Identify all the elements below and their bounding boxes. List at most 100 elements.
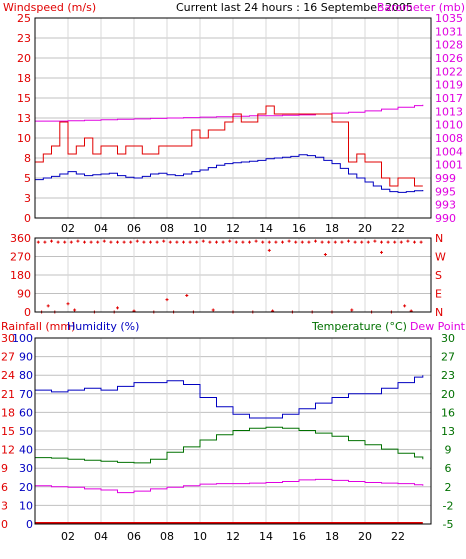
direction-point bbox=[102, 239, 106, 243]
temperature-series-line bbox=[35, 426, 424, 464]
direction-point bbox=[399, 240, 403, 244]
compass-tick-label: N bbox=[435, 306, 443, 319]
temperature-tick-label: -2 bbox=[443, 499, 454, 512]
humidity-tick-label: 80 bbox=[19, 369, 33, 382]
wind-gust-series-line bbox=[35, 105, 423, 187]
humidity-tick-label: 100 bbox=[12, 332, 33, 345]
direction-degree-tick-label: 0 bbox=[24, 306, 31, 319]
barometer-tick-label: 1010 bbox=[435, 119, 463, 132]
direction-point bbox=[66, 302, 70, 306]
barometer-tick-label: 1019 bbox=[435, 79, 463, 92]
barometer-tick-label: 1035 bbox=[435, 12, 463, 25]
direction-point bbox=[281, 240, 284, 244]
barometer-tick-label: 1013 bbox=[435, 105, 463, 118]
humidity-tick-label: 10 bbox=[19, 499, 33, 512]
windspeed-tick-label: 8 bbox=[24, 152, 31, 165]
wind-panel-border bbox=[34, 17, 432, 219]
direction-point bbox=[380, 240, 383, 244]
direction-point bbox=[69, 240, 73, 244]
direction-point bbox=[36, 240, 40, 244]
direction-point bbox=[360, 240, 364, 244]
rainfall-tick-label: 18 bbox=[1, 406, 15, 419]
direction-point bbox=[129, 240, 133, 244]
direction-point bbox=[46, 304, 50, 308]
temperature-tick-label: 16 bbox=[441, 406, 455, 419]
barometer-tick-label: 1026 bbox=[435, 52, 463, 65]
temperature-tick-label: 30 bbox=[441, 332, 455, 345]
direction-point bbox=[185, 294, 189, 298]
compass-tick-label: E bbox=[435, 288, 442, 301]
temperature-tick-label: 23 bbox=[441, 369, 455, 382]
windspeed-tick-label: 13 bbox=[17, 112, 31, 125]
direction-point bbox=[274, 240, 278, 244]
direction-point bbox=[320, 240, 324, 244]
direction-degree-tick-label: 90 bbox=[17, 288, 31, 301]
direction-point bbox=[350, 308, 354, 312]
barometer-tick-label: 995 bbox=[435, 185, 456, 198]
direction-point bbox=[50, 239, 53, 243]
direction-point bbox=[248, 240, 251, 244]
direction-point bbox=[142, 240, 146, 244]
hour-ticks: 02 04 06 08 10 12 14 16 18 20 22 bbox=[61, 222, 405, 235]
hour-tick-label: 16 bbox=[292, 530, 306, 543]
rainfall-tick-label: 6 bbox=[1, 481, 8, 494]
direction-point bbox=[380, 250, 383, 254]
direction-point bbox=[168, 240, 172, 244]
temperature-humidity-panel: 0 3 6 9 12 15 18 21 24 27 30 0 10 20 30 40 50 60 70 80 90 10… bbox=[1, 332, 455, 543]
humidity-tick-label: 70 bbox=[19, 388, 33, 401]
rainfall-tick-label: 12 bbox=[1, 444, 15, 457]
temperature-axis-title: Temperature (°C) bbox=[311, 320, 407, 333]
temperature-humidity-lines bbox=[35, 375, 424, 524]
direction-point bbox=[109, 240, 113, 244]
direction-point bbox=[175, 240, 179, 244]
humidity-tick-label: 0 bbox=[26, 518, 33, 531]
temperature-tick-label: 9 bbox=[445, 444, 452, 457]
direction-degree-tick-label: 180 bbox=[10, 269, 31, 282]
dewpoint-series-line bbox=[35, 478, 424, 494]
hour-tick-label: 22 bbox=[391, 222, 405, 235]
windspeed-tick-label: 20 bbox=[17, 52, 31, 65]
direction-point bbox=[333, 240, 337, 244]
temperature-tick-label: 27 bbox=[441, 351, 455, 364]
hour-tick-label: 10 bbox=[193, 530, 207, 543]
hour-tick-label: 16 bbox=[292, 222, 306, 235]
barometer-tick-label: 993 bbox=[435, 199, 456, 212]
barometer-tick-label: 999 bbox=[435, 172, 456, 185]
direction-point bbox=[83, 240, 86, 244]
hour-tick-label: 08 bbox=[160, 530, 174, 543]
direction-point bbox=[56, 240, 60, 244]
direction-point bbox=[228, 239, 232, 243]
direction-point bbox=[162, 239, 166, 243]
direction-point bbox=[201, 239, 205, 243]
direction-point bbox=[366, 240, 370, 244]
humidity-tick-label: 60 bbox=[19, 406, 33, 419]
windspeed-tick-label: 15 bbox=[17, 92, 31, 105]
direction-point bbox=[340, 240, 344, 244]
wind-pressure-lines bbox=[35, 104, 424, 193]
compass-tick-label: N bbox=[435, 232, 443, 245]
hour-tick-label: 20 bbox=[358, 222, 372, 235]
temperature-tick-label: 13 bbox=[441, 425, 455, 438]
direction-point bbox=[234, 240, 238, 244]
direction-point bbox=[76, 239, 80, 243]
rainfall-tick-label: 30 bbox=[1, 332, 15, 345]
compass-tick-label: W bbox=[435, 251, 446, 264]
direction-point bbox=[314, 239, 317, 243]
direction-point bbox=[373, 239, 377, 243]
direction-point bbox=[43, 240, 47, 244]
windspeed-tick-label: 5 bbox=[24, 172, 31, 185]
chart-title: Current last 24 hours : 16 September 200… bbox=[176, 1, 413, 14]
hour-ticks-bottom: 02 04 06 08 10 12 14 16 18 20 22 bbox=[61, 530, 405, 543]
windspeed-tick-label: 10 bbox=[17, 132, 31, 145]
wind-average-series-line bbox=[35, 154, 424, 193]
windspeed-tick-label: 23 bbox=[17, 32, 31, 45]
hour-tick-label: 06 bbox=[127, 222, 141, 235]
direction-point bbox=[116, 240, 119, 244]
direction-degree-tick-label: 360 bbox=[10, 232, 31, 245]
direction-point bbox=[208, 240, 212, 244]
hour-tick-label: 12 bbox=[226, 222, 240, 235]
temperature-tick-label: -5 bbox=[443, 518, 454, 531]
